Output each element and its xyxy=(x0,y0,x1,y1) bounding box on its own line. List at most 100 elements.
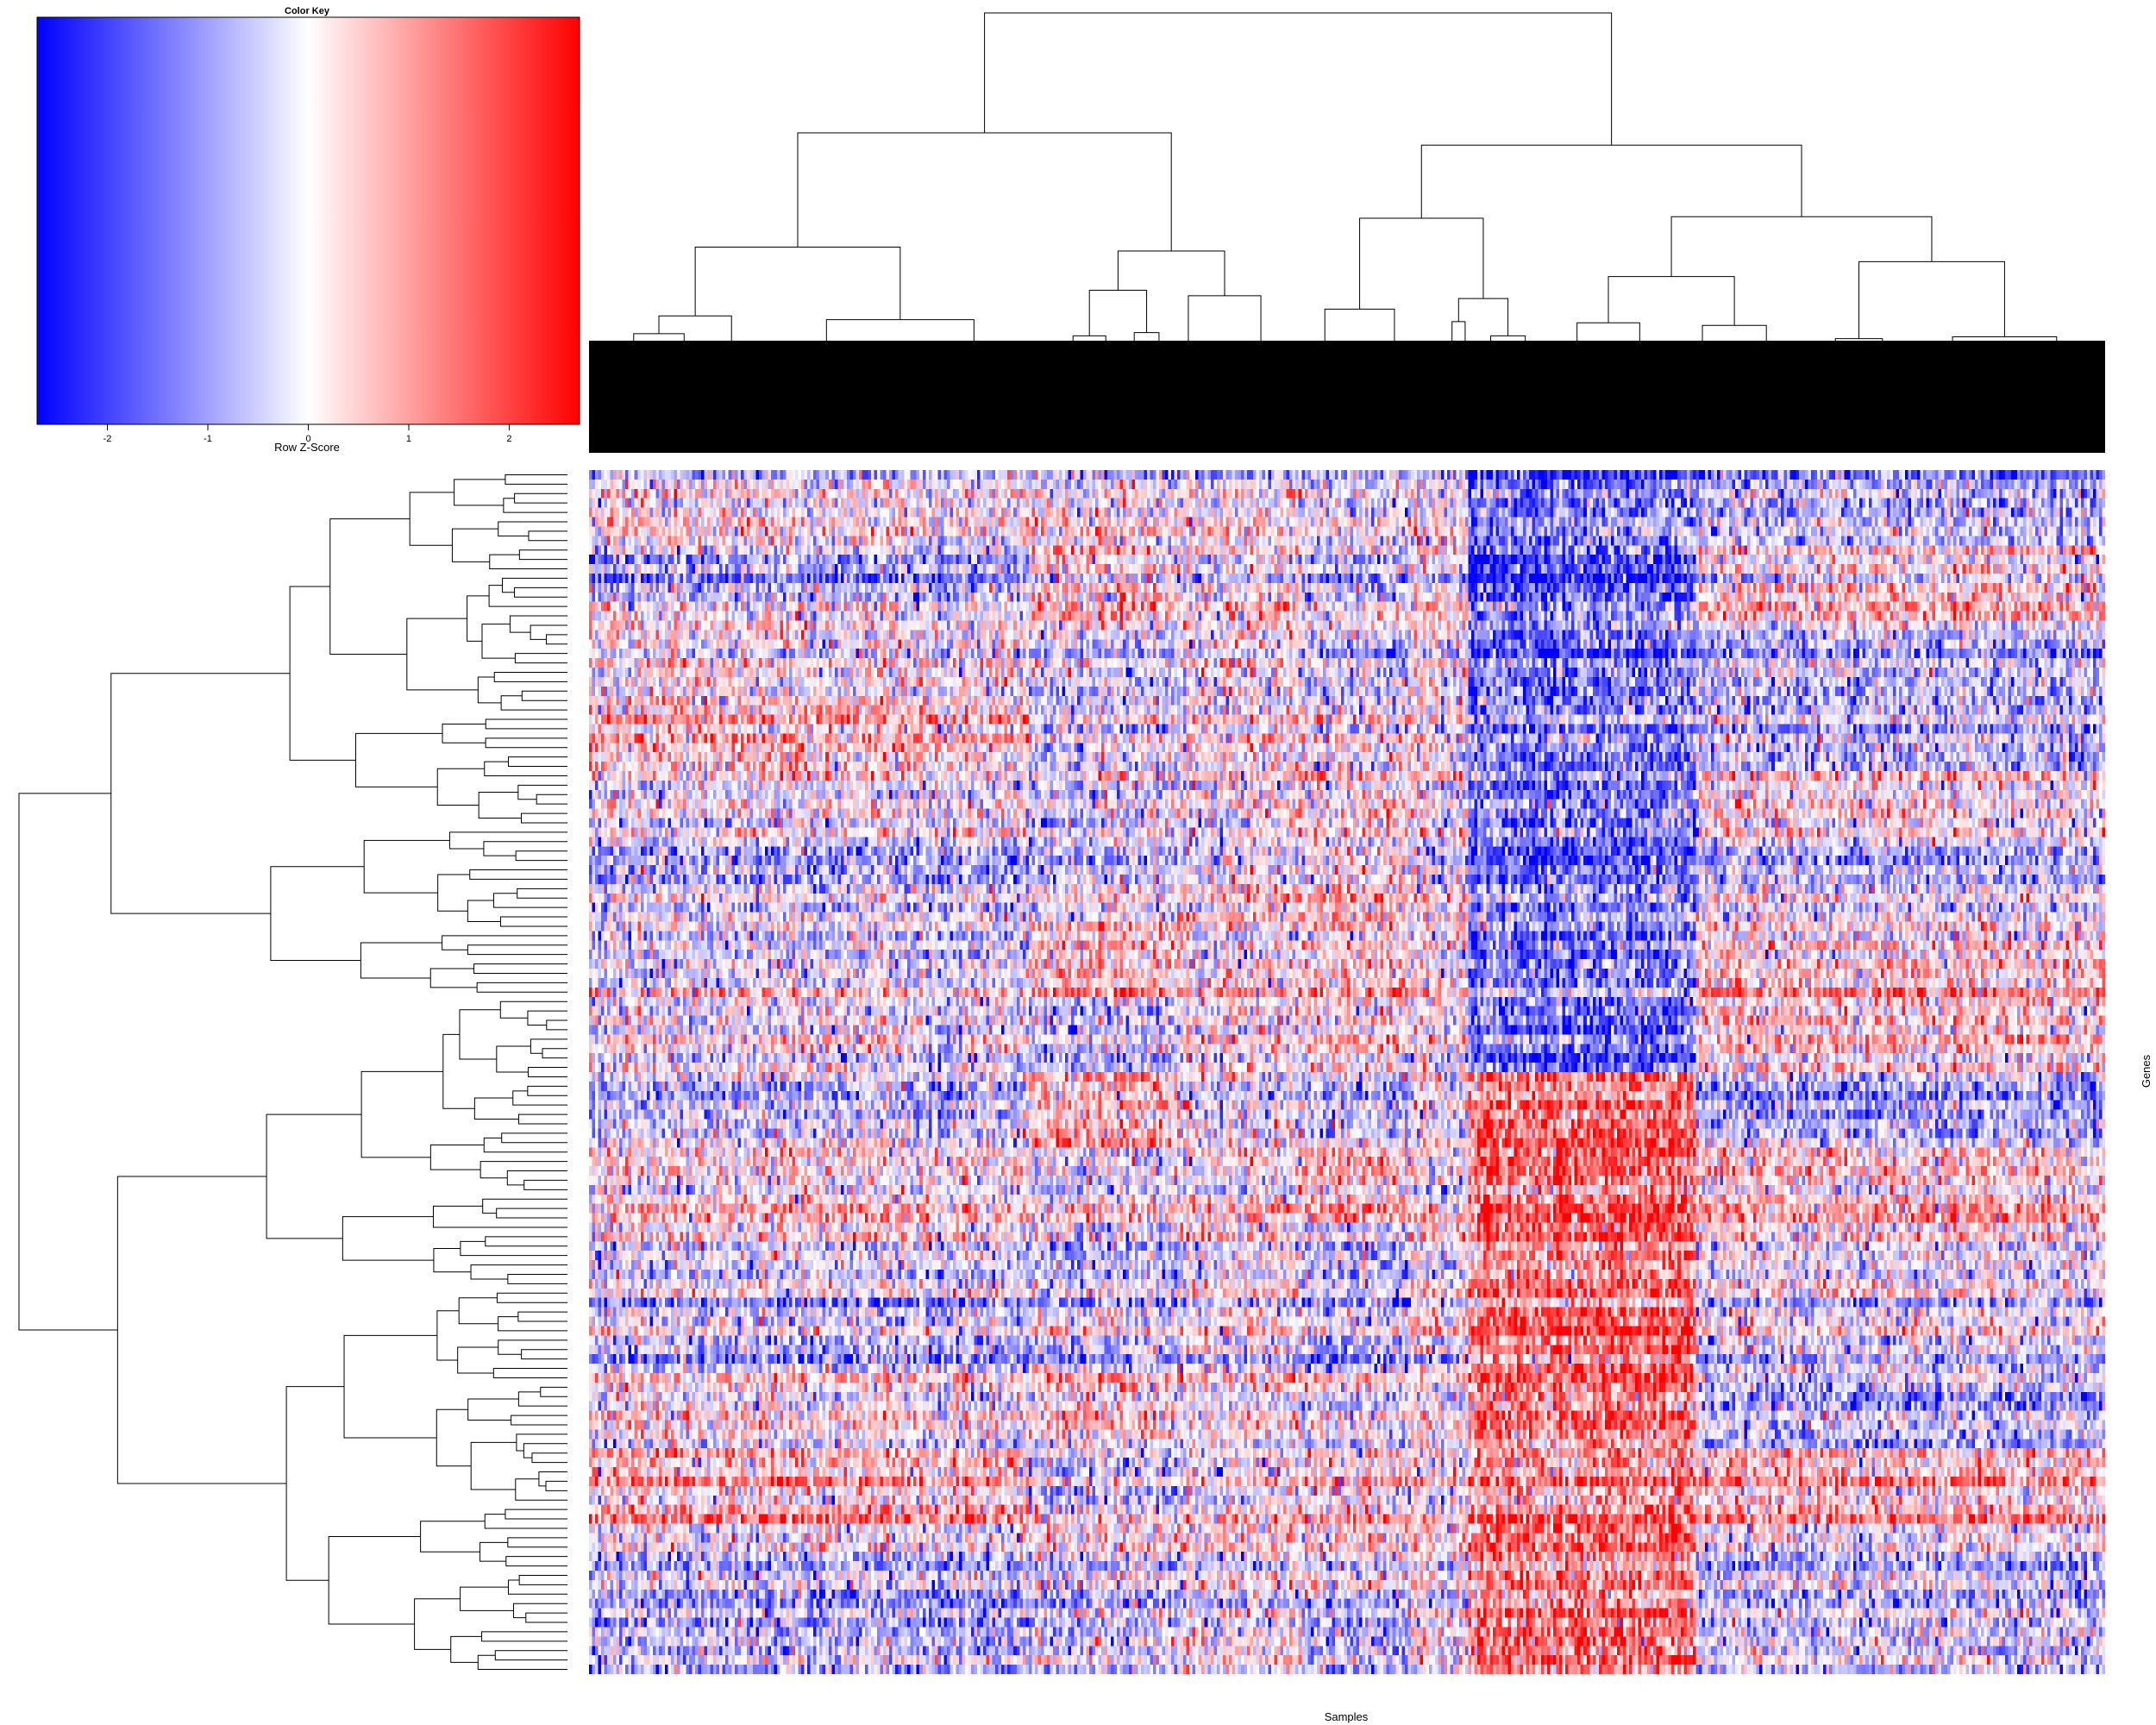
row-dendrogram-branch xyxy=(329,518,411,656)
row-dendrogram-branch xyxy=(527,1010,567,1026)
row-dendrogram-branch xyxy=(546,1019,567,1031)
row-dendrogram-branch xyxy=(530,624,567,640)
row-dendrogram-branch xyxy=(518,1574,567,1585)
row-dendrogram-branch xyxy=(509,615,567,633)
row-dendrogram-branch xyxy=(483,1137,567,1153)
column-dendrogram-branch xyxy=(1858,260,2005,339)
column-dendrogram-branch xyxy=(797,132,1172,251)
row-dendrogram-branch xyxy=(270,866,365,961)
color-key-tick-label: 1 xyxy=(406,434,411,444)
column-dendrogram-branch xyxy=(1670,216,1933,277)
row-dendrogram-branch xyxy=(473,963,567,974)
row-dendrogram-branch xyxy=(528,530,567,542)
column-dendrogram-branch xyxy=(1188,295,1262,360)
color-key-tick-label: -2 xyxy=(103,434,112,444)
color-key-tick-label: 0 xyxy=(305,434,310,444)
row-dendrogram xyxy=(18,474,567,1671)
row-dendrogram-branch xyxy=(512,1603,567,1619)
row-dendrogram-branch xyxy=(432,1205,567,1228)
row-dendrogram-branch xyxy=(514,586,567,598)
x-axis-label: Samples xyxy=(1325,1710,1369,1723)
row-dendrogram-branch xyxy=(459,1009,501,1060)
row-dendrogram-branch xyxy=(479,1541,508,1562)
row-dendrogram-branch xyxy=(450,1635,482,1663)
row-dendrogram-branch xyxy=(436,1408,472,1467)
column-dendrogram-leaves xyxy=(589,341,2105,453)
row-dendrogram-branch xyxy=(517,1113,567,1125)
row-dendrogram-branch xyxy=(523,1443,567,1458)
row-dendrogram-branch xyxy=(354,732,443,787)
row-dendrogram-branch xyxy=(467,900,501,922)
row-dendrogram-branch xyxy=(343,1334,437,1439)
column-dendrogram-branch xyxy=(1457,298,1509,336)
row-dendrogram-branch xyxy=(483,841,567,856)
row-dendrogram-branch xyxy=(289,586,356,761)
row-dendrogram-branch xyxy=(479,1161,567,1179)
row-dendrogram-branch xyxy=(493,671,567,682)
row-dendrogram-branch xyxy=(507,1579,567,1595)
row-dendrogram-branch xyxy=(433,1247,472,1273)
color-key-ticks: -2 -1 0 1 2 xyxy=(103,424,512,444)
row-dendrogram-branch xyxy=(515,1478,567,1501)
row-dendrogram-branch xyxy=(508,756,567,768)
row-dendrogram-branch xyxy=(498,1339,567,1355)
row-dendrogram-branch xyxy=(507,1273,567,1284)
row-dendrogram-branch xyxy=(470,1264,567,1280)
row-dendrogram-branch xyxy=(514,492,567,504)
row-dendrogram-branch xyxy=(429,968,478,988)
row-dendrogram-branch xyxy=(516,1433,567,1452)
row-dendrogram-branch xyxy=(536,794,567,805)
heatmap-grid xyxy=(589,470,2105,1674)
row-dendrogram-branch xyxy=(409,492,454,546)
row-dendrogram-branch xyxy=(485,1236,567,1247)
row-dendrogram-branch xyxy=(542,1048,567,1059)
row-dendrogram-branch xyxy=(266,1113,362,1239)
row-dendrogram-branch xyxy=(342,1216,434,1261)
row-dendrogram-branch xyxy=(467,595,490,642)
row-dendrogram-branch xyxy=(473,1097,519,1120)
row-dendrogram-branch xyxy=(494,1650,567,1661)
heatmap-cells xyxy=(589,470,2105,1674)
row-dendrogram-branch xyxy=(496,1045,531,1073)
row-dendrogram-branch xyxy=(476,982,567,993)
row-dendrogram-branch xyxy=(517,784,567,800)
row-dendrogram-branch xyxy=(523,1179,567,1190)
row-dendrogram-branch xyxy=(454,479,505,506)
row-dendrogram-branch xyxy=(429,1145,485,1170)
row-dendrogram-branch xyxy=(514,653,567,664)
row-dendrogram-branch xyxy=(414,1598,461,1650)
row-dendrogram-branch xyxy=(518,549,567,561)
column-dendrogram-branch xyxy=(694,246,901,320)
color-key-label: Row Z-Score xyxy=(274,441,340,454)
row-dendrogram-branch xyxy=(502,577,567,593)
column-dendrogram-branch xyxy=(1420,144,1802,218)
row-dendrogram-branch xyxy=(505,474,567,485)
row-dendrogram-branch xyxy=(521,690,567,701)
row-dendrogram-branch xyxy=(442,723,486,743)
row-dendrogram-branch xyxy=(496,1208,567,1219)
row-dendrogram-branch xyxy=(458,1297,498,1325)
row-dendrogram-branch xyxy=(467,944,567,956)
row-dendrogram-branch xyxy=(538,1471,567,1487)
row-dendrogram-branch xyxy=(517,888,567,899)
row-dendrogram-branch xyxy=(363,839,450,894)
row-dendrogram-branch xyxy=(511,1414,567,1426)
row-dendrogram-branch xyxy=(460,1240,567,1257)
row-dendrogram-branch xyxy=(477,676,502,704)
row-dendrogram-branch xyxy=(469,869,567,880)
row-dendrogram-branch xyxy=(448,831,567,850)
row-dendrogram-branch xyxy=(460,1586,514,1611)
row-dendrogram-branch xyxy=(484,1514,567,1529)
row-dendrogram-branch xyxy=(492,893,567,908)
column-dendrogram-branch xyxy=(1608,276,1735,326)
row-dendrogram-branch xyxy=(527,1085,567,1096)
row-dendrogram-branch xyxy=(457,1346,498,1374)
row-dendrogram-branch xyxy=(420,1521,486,1552)
row-dendrogram-branch xyxy=(503,498,567,513)
row-dendrogram-branch xyxy=(540,1386,567,1397)
column-dendrogram xyxy=(589,12,2105,453)
row-dendrogram-branch xyxy=(492,1368,567,1378)
column-dendrogram-branch xyxy=(1359,217,1484,310)
row-dendrogram-branch xyxy=(512,1090,567,1106)
